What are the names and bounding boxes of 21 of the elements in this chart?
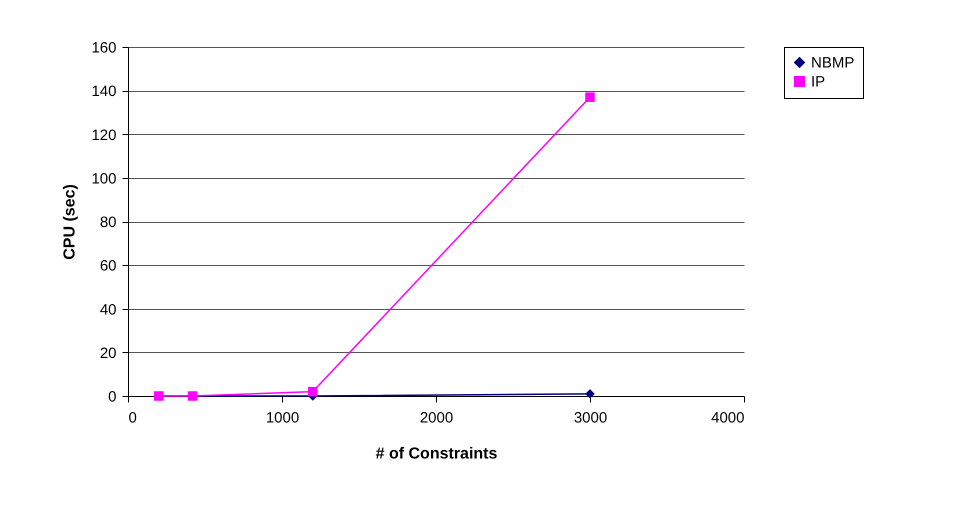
y-tick-label: 60 <box>100 258 116 275</box>
y-tick-label: 100 <box>91 170 116 188</box>
legend-label: IP <box>811 74 826 90</box>
x-axis-title: # of Constraints <box>376 446 498 462</box>
y-tick-label: 140 <box>91 83 116 100</box>
y-tick-label: 120 <box>91 126 116 144</box>
y-tick-label: 40 <box>100 301 116 318</box>
x-tick-label: 0 <box>128 410 137 426</box>
point <box>308 386 318 396</box>
y-tick-label: 0 <box>108 388 116 406</box>
x-tick-label: 2000 <box>420 410 454 426</box>
x-tick-label: 3000 <box>574 410 608 426</box>
y-tick-label: 20 <box>100 344 116 362</box>
y-axis-title: CPU (sec) <box>61 184 78 260</box>
x-tick-label: 4000 <box>711 410 744 426</box>
y-tick-label: 80 <box>100 214 116 231</box>
legend-label: NBMP <box>811 54 854 72</box>
y-tick-label: 160 <box>91 40 116 56</box>
point <box>585 92 595 102</box>
x-tick-label: 1000 <box>266 410 300 426</box>
point <box>585 389 595 399</box>
